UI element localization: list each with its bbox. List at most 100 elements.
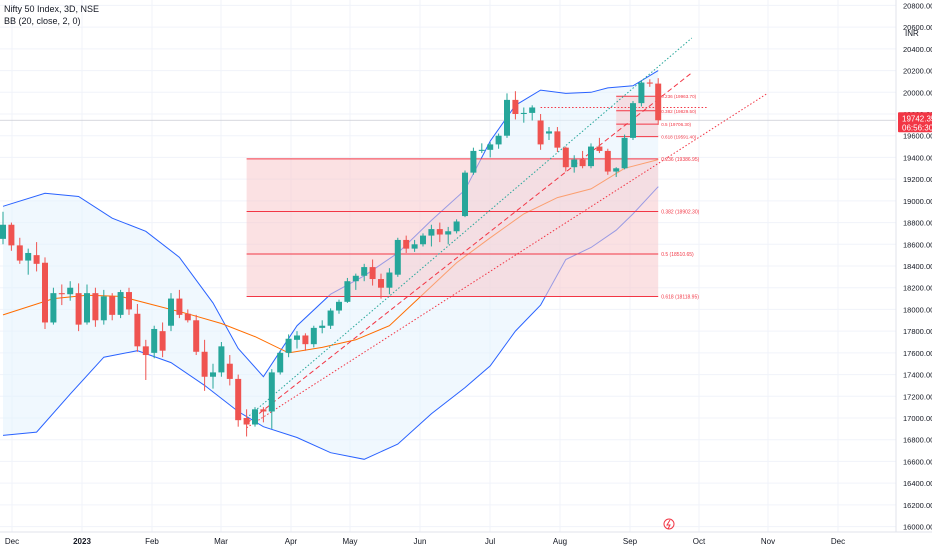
candle-body: [226, 363, 233, 379]
candle-body: [176, 298, 183, 315]
candle-body: [58, 293, 65, 295]
candle-body: [201, 351, 208, 377]
candle-body: [16, 245, 23, 261]
candle-body: [134, 313, 141, 347]
trendline[interactable]: [246, 37, 693, 419]
candle-body: [386, 272, 393, 288]
candle-body: [302, 335, 309, 345]
lightning-icon[interactable]: [663, 518, 675, 530]
candle-body: [520, 112, 527, 114]
candle-body: [151, 328, 158, 353]
time-tick-label: Mar: [214, 537, 228, 546]
trendlines[interactable]: [246, 37, 768, 429]
fibonacci-retracement[interactable]: 0.236 (19386.95) 0.382 (18902.30) 0.5 (185…: [246, 94, 700, 301]
candle-body: [285, 338, 292, 353]
candle-body: [50, 293, 57, 323]
candle-body: [495, 135, 502, 145]
time-tick-label: Jul: [485, 537, 495, 546]
candle-body: [327, 310, 334, 326]
candle-body: [646, 82, 653, 84]
candle-body: [235, 378, 242, 421]
candle-body: [420, 235, 426, 245]
fib-large-level-label: 0.382 (18902.30): [661, 209, 699, 215]
price-tick-label: 18600.00: [903, 240, 932, 249]
price-tick-label: 17400.00: [903, 371, 932, 380]
candle-body: [252, 409, 258, 425]
time-tick-label: Dec: [5, 537, 19, 546]
candle-body: [75, 293, 82, 325]
candle-body: [613, 168, 620, 172]
fib-large-level-label: 0.618 (18118.95): [661, 295, 699, 301]
candle-body: [126, 292, 132, 310]
candle-body: [394, 239, 401, 275]
time-tick-label: Jun: [414, 537, 427, 546]
time-tick-label: Dec: [831, 537, 845, 546]
fib-small-level-label: 0.618 (19591.40): [661, 135, 696, 140]
candle-body: [33, 255, 40, 264]
time-tick-label: May: [342, 537, 357, 546]
fib-large-level-label: 0.5 (18510.65): [661, 252, 694, 258]
trendline[interactable]: [246, 72, 693, 424]
countdown-timer: 06:56:30: [902, 123, 932, 132]
candle-body: [336, 301, 342, 311]
candle-body: [67, 287, 74, 295]
candle-body: [117, 292, 124, 315]
time-tick-label: 2023: [73, 537, 91, 546]
time-tick-label: Nov: [761, 537, 775, 546]
candle-body: [588, 146, 594, 167]
fib-small-zone: [616, 96, 659, 137]
price-axis[interactable]: 16000.00 16200.00 16400.00 16600.00 16800.00…: [895, 0, 932, 532]
candle-body: [453, 221, 460, 232]
candle-body: [109, 296, 116, 315]
price-tick-label: 16200.00: [903, 501, 932, 510]
price-tick-label: 17800.00: [903, 327, 932, 336]
candle-body: [428, 229, 435, 236]
price-tick-label: 17000.00: [903, 414, 932, 423]
candle-body: [361, 267, 368, 276]
fib-large-zone: [246, 158, 659, 297]
price-tick-label: 18000.00: [903, 305, 932, 314]
candle-body: [537, 120, 544, 145]
symbol-title[interactable]: Nifty 50 Index, 3D, NSE: [4, 4, 99, 14]
fib-large-level-label: 0.236 (19386.95): [661, 157, 699, 163]
candle-body: [159, 331, 166, 351]
candle-body: [344, 281, 351, 302]
price-tick-label: 19000.00: [903, 197, 932, 206]
candle-body: [84, 293, 90, 323]
price-tick-label: 18800.00: [903, 219, 932, 228]
candle-body: [168, 298, 174, 326]
price-tick-label: 16400.00: [903, 479, 932, 488]
price-tick-label: 20400.00: [903, 45, 932, 54]
time-tick-label: Feb: [145, 537, 159, 546]
candle-body: [403, 239, 410, 249]
indicator-title[interactable]: BB (20, close, 2, 0): [4, 16, 81, 26]
candle-body: [260, 409, 267, 412]
candle-body: [0, 224, 6, 239]
candle-body: [193, 320, 200, 352]
candle-body: [529, 107, 536, 113]
candle-body: [436, 229, 443, 235]
candle-body: [142, 346, 149, 356]
candle-body: [210, 372, 216, 377]
candle-body: [470, 150, 477, 173]
price-tick-label: 20600.00: [903, 23, 932, 32]
candle-body: [277, 352, 284, 373]
price-tick-label: 16600.00: [903, 457, 932, 466]
time-axis[interactable]: Dec 2023 Feb Mar Apr May Jun Jul Aug Sep Oct Nov Dec: [0, 531, 932, 550]
time-tick-label: Aug: [553, 537, 567, 546]
candle-body: [562, 147, 569, 168]
candle-body: [294, 335, 300, 340]
candle-body: [268, 372, 275, 412]
price-tick-label: 18200.00: [903, 284, 932, 293]
candle-body: [445, 231, 452, 235]
trendline[interactable]: [246, 92, 768, 429]
last-price-badge: 19742.35 06:56:30: [898, 112, 932, 133]
price-tick-label: 20800.00: [903, 1, 932, 10]
price-tick-label: 20000.00: [903, 88, 932, 97]
currency-label: INR: [905, 29, 919, 38]
price-tick-label: 20200.00: [903, 67, 932, 76]
candle-body: [512, 99, 519, 114]
candle-body: [655, 83, 662, 121]
